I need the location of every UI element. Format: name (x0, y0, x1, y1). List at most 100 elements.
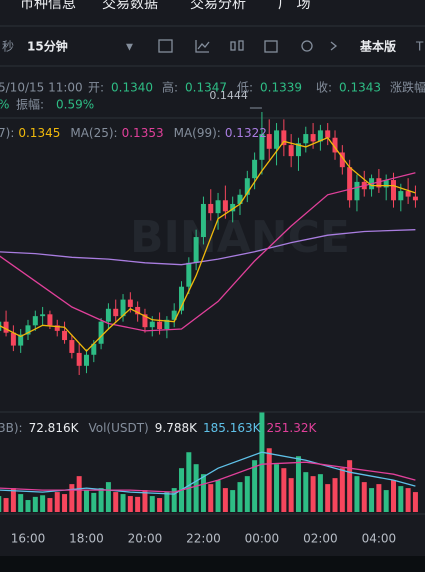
candle-body (98, 321, 104, 344)
candle-body (186, 262, 192, 287)
info-date: 5/10/15 11:00 (0, 81, 83, 95)
candle-body (230, 203, 236, 212)
interval-option[interactable]: 秒 (2, 40, 14, 54)
icon-candle2[interactable] (238, 40, 244, 51)
volume-bar (83, 490, 89, 512)
info-label: 开: (88, 81, 104, 95)
info-value: 0.1340 (111, 81, 153, 95)
volume-bar (164, 492, 170, 512)
candle-body (171, 310, 177, 320)
ma-line (0, 136, 416, 353)
ma-legend-label: MA(25): (70, 126, 117, 140)
candle-body (215, 200, 221, 214)
candle-body (193, 237, 199, 263)
icon-layer[interactable] (301, 40, 313, 52)
ma-legend-label: 7): (0, 126, 14, 140)
interval-selected[interactable]: 15分钟 (27, 39, 68, 54)
toolbar-icons (158, 39, 338, 53)
info-value: % (0, 98, 9, 112)
tab[interactable]: 广 场 (278, 0, 310, 12)
ma-legend-value: 0.1345 (18, 126, 60, 140)
tab[interactable]: 交易数据 (102, 0, 158, 12)
candle-body (295, 143, 301, 157)
volume-bar (317, 474, 323, 512)
volume-bar (391, 480, 396, 512)
volume-bar (0, 496, 2, 512)
x-tick-label: 16:00 (11, 532, 46, 546)
volume-bar (62, 494, 68, 512)
volume-legend-item: Vol(USDT) (88, 421, 148, 435)
volume-ma-line (0, 461, 416, 493)
info-label: 高: (162, 80, 178, 95)
candle-body (32, 316, 38, 326)
x-tick-label: 18:00 (69, 532, 104, 546)
candle-body (25, 325, 31, 335)
tab[interactable]: 币种信息 (20, 0, 76, 12)
candle-body (69, 340, 75, 353)
volume-bar (244, 476, 250, 512)
ma-legend-value: 0.1353 (122, 126, 164, 140)
icon-arrow[interactable] (330, 41, 338, 51)
volume-bar (25, 500, 31, 512)
tab[interactable]: 交易分析 (190, 0, 246, 12)
volume-bar (347, 460, 353, 512)
ma-line (0, 172, 416, 332)
volume-bar (47, 498, 53, 512)
volume-bar (274, 464, 280, 512)
candle-body (179, 286, 185, 311)
candle-body (325, 130, 331, 138)
candle-body (244, 178, 250, 195)
candle-body (3, 321, 9, 333)
volume-bar (325, 484, 331, 512)
info-value: 0.1347 (185, 81, 227, 95)
candle-body (317, 130, 323, 142)
volume-bar (222, 488, 228, 512)
candle-body (274, 130, 280, 149)
x-tick-label: 22:00 (186, 532, 221, 546)
icon-candle[interactable] (230, 41, 236, 51)
icon-calendar[interactable] (158, 39, 173, 53)
volume-bar (120, 494, 126, 512)
info-label: 收: (316, 81, 332, 95)
volume-bar (354, 476, 360, 512)
icon-line[interactable] (197, 41, 210, 50)
icon-chart[interactable] (195, 40, 209, 53)
view-toggle[interactable]: 基本版 (359, 39, 396, 54)
volume-bar (127, 496, 133, 512)
volume-bar (142, 490, 148, 512)
x-tick-label: 20:00 (128, 532, 163, 546)
dropdown[interactable]: ▼ (126, 43, 133, 53)
candle-body (354, 181, 360, 201)
volume-bar (76, 476, 82, 512)
candle-body (91, 343, 97, 355)
view-option[interactable]: T (415, 40, 424, 54)
volume-bar (98, 488, 104, 512)
candle-body (18, 334, 24, 346)
info-label: 低: (237, 81, 253, 95)
volume-bar (369, 488, 375, 512)
volume-legend-item: 72.816K (29, 421, 80, 435)
candle-body (200, 203, 206, 238)
volume-legend-item: 3B): (0, 421, 23, 435)
volume-bar (149, 496, 155, 512)
volume-bar (105, 482, 111, 512)
volume-bar (157, 498, 163, 512)
candle-body (332, 137, 338, 153)
volume-ma-line (0, 451, 416, 495)
candle-body (105, 308, 111, 322)
candle-body (405, 191, 411, 197)
candle-body (10, 332, 16, 346)
volume-bar (18, 494, 24, 512)
volume-bar (259, 412, 265, 512)
x-tick-label: 04:00 (362, 532, 397, 546)
volume-bar (10, 488, 16, 512)
icon-settings[interactable] (264, 40, 278, 53)
volume-bar (339, 468, 345, 512)
candle-body (376, 178, 382, 188)
volume-bar (295, 456, 301, 512)
volume-bar (32, 496, 38, 512)
volume-bar (54, 492, 60, 512)
candle-body (310, 134, 316, 142)
candle-body (398, 191, 404, 201)
